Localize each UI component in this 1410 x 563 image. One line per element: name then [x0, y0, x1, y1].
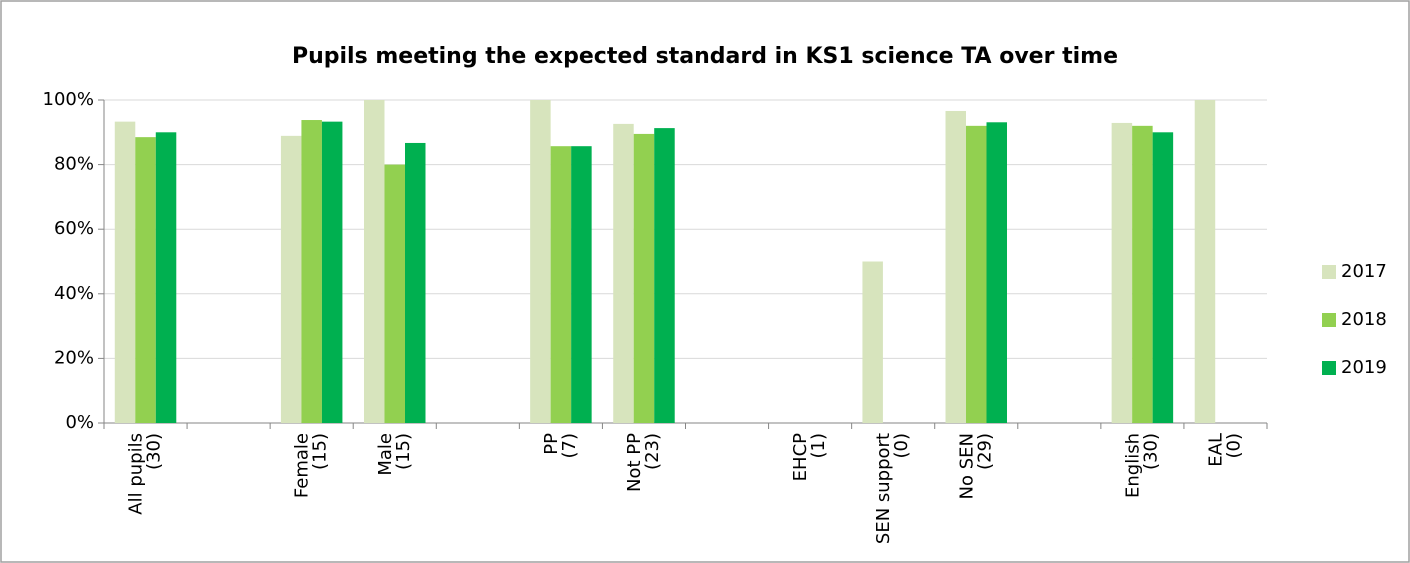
bar — [405, 142, 426, 424]
bar — [654, 128, 675, 423]
y-tick-label: 80% — [54, 154, 94, 175]
bar — [1152, 132, 1174, 424]
x-tick-label: Male(15) — [375, 433, 414, 476]
y-tick-label: 0% — [65, 412, 94, 433]
legend-swatch — [1322, 361, 1336, 375]
legend-label: 2017 — [1341, 261, 1387, 282]
bar — [364, 100, 385, 423]
bar — [986, 122, 1007, 424]
y-tick-label: 40% — [54, 283, 94, 304]
bar — [945, 110, 966, 424]
x-tick-label: Female(15) — [292, 433, 331, 498]
x-tick-label: All pupils(30) — [126, 433, 165, 515]
x-tick-label: PP(7) — [541, 433, 580, 459]
bar — [384, 164, 405, 423]
bar — [530, 100, 551, 423]
x-tick-label: Not PP(23) — [624, 433, 663, 492]
bar — [862, 261, 883, 423]
x-tick-label: EHCP(1) — [790, 433, 829, 481]
x-tick-label: No SEN(29) — [956, 433, 995, 499]
bar — [613, 123, 634, 423]
legend-swatch — [1322, 313, 1336, 327]
legend-label: 2018 — [1341, 309, 1387, 330]
x-tick-label: English(30) — [1122, 433, 1161, 498]
bar — [155, 132, 177, 424]
bar — [280, 135, 302, 423]
bar — [966, 125, 987, 423]
bar — [1111, 122, 1133, 424]
y-tick-label: 60% — [54, 218, 94, 239]
chart-title: Pupils meeting the expected standard in … — [292, 44, 1118, 69]
x-tick-label: EAL(0) — [1205, 433, 1244, 467]
bar — [114, 121, 136, 424]
bar — [1132, 125, 1153, 423]
bar — [135, 137, 156, 423]
bar — [571, 146, 592, 423]
legend-swatch — [1322, 265, 1336, 279]
y-tick-label: 20% — [54, 347, 94, 368]
y-tick-label: 100% — [43, 89, 94, 110]
bar — [550, 146, 572, 423]
bar — [301, 120, 322, 423]
bar — [633, 133, 655, 424]
bar — [321, 121, 343, 424]
bar — [1194, 100, 1216, 423]
x-tick-label: SEN support(0) — [873, 433, 912, 544]
legend-label: 2019 — [1341, 357, 1387, 378]
